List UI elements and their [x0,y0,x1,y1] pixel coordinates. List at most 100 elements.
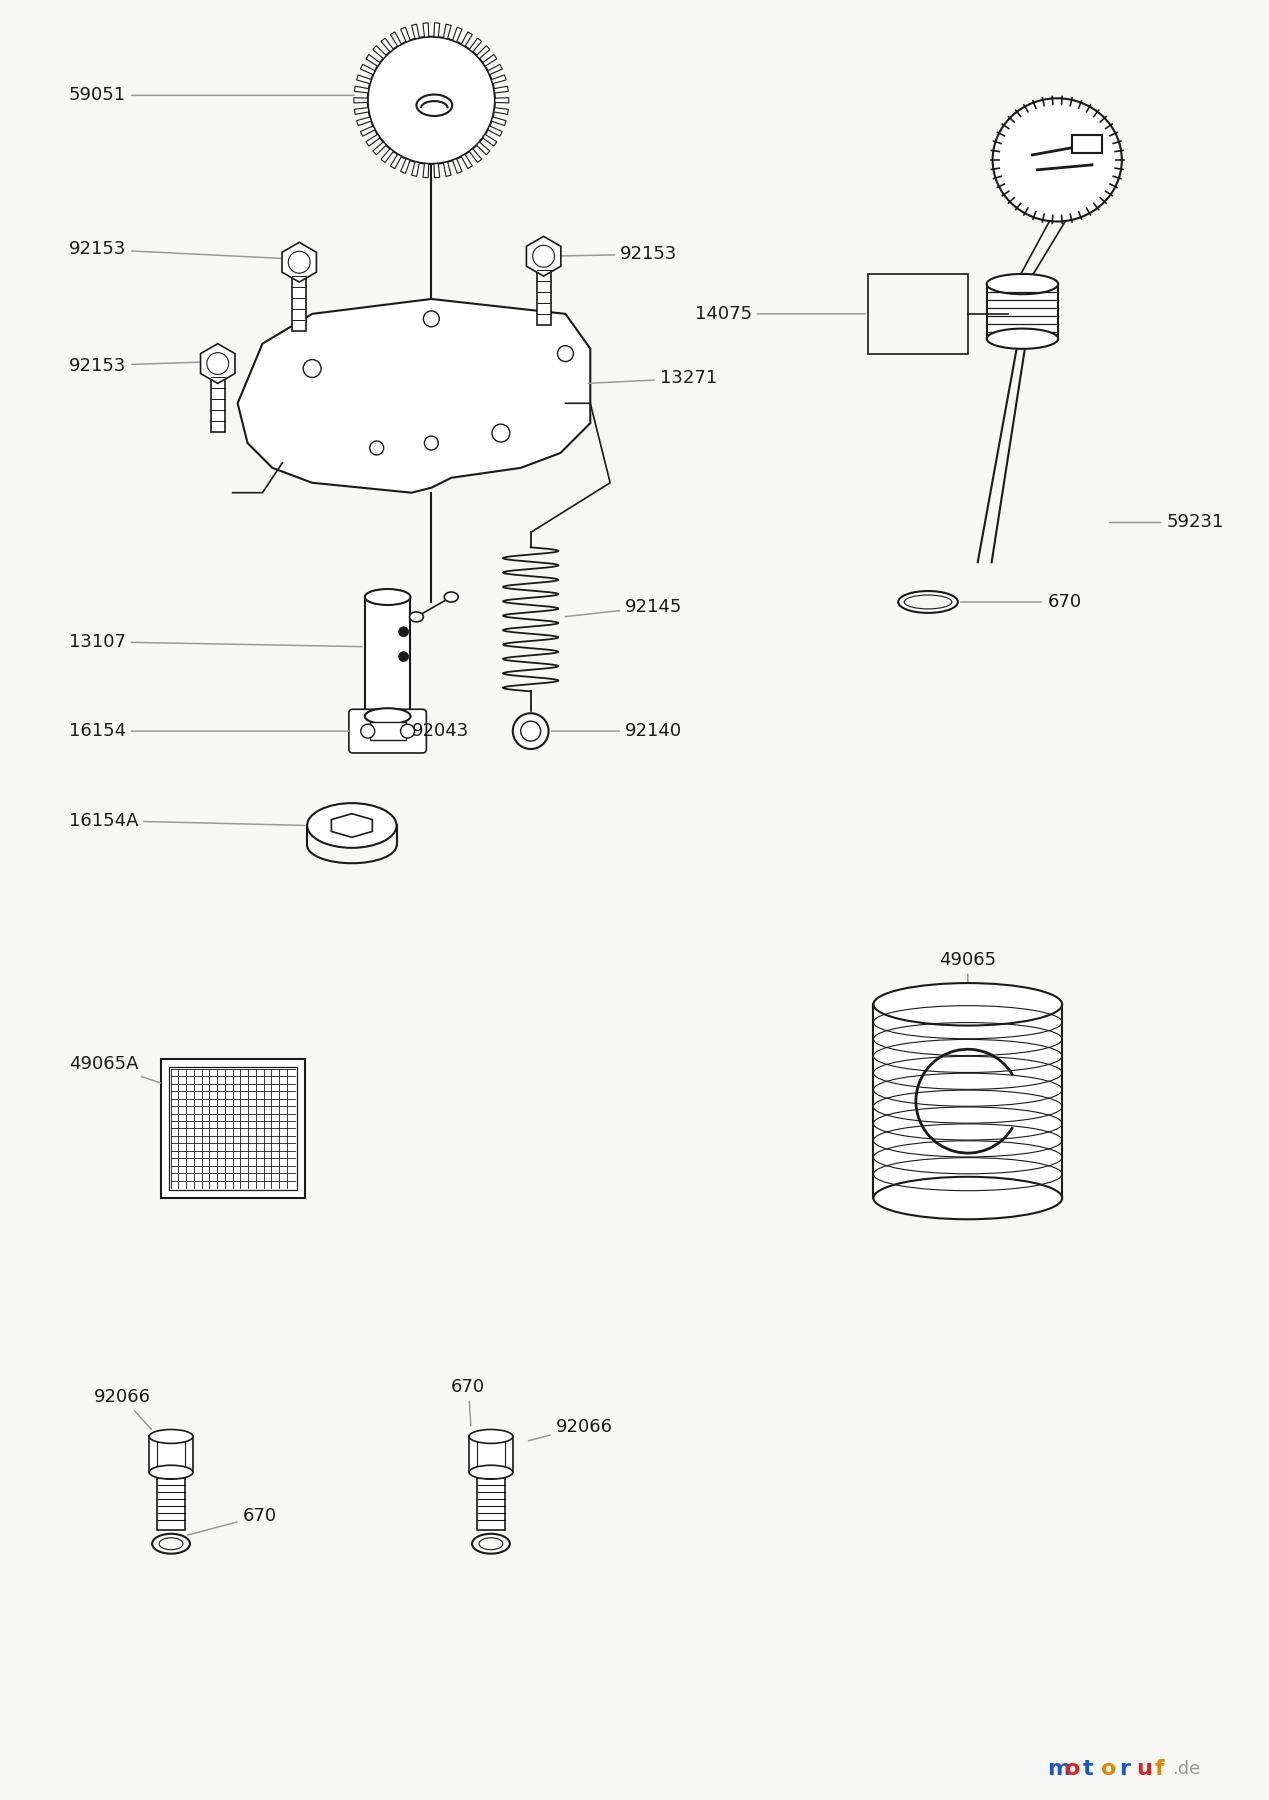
Text: 92153: 92153 [69,241,297,259]
Circle shape [207,353,228,374]
Ellipse shape [987,274,1058,293]
Circle shape [369,441,383,455]
Polygon shape [482,54,496,67]
Text: u: u [1137,1759,1152,1778]
Text: 670: 670 [452,1377,485,1426]
Text: 92066: 92066 [94,1388,151,1429]
Polygon shape [434,23,440,38]
Bar [169,1067,297,1190]
Polygon shape [365,135,379,146]
Polygon shape [487,65,503,74]
Polygon shape [476,142,490,155]
Text: 13107: 13107 [69,634,362,652]
Polygon shape [391,155,401,169]
Polygon shape [391,32,401,47]
Text: 14075: 14075 [694,304,865,322]
Text: 59051: 59051 [69,86,354,104]
Bar [873,1004,1062,1199]
Polygon shape [491,76,506,83]
Polygon shape [282,243,316,283]
Text: 92153: 92153 [547,245,678,263]
Circle shape [492,425,510,443]
Bar [987,284,1058,338]
Ellipse shape [873,983,1062,1026]
Text: f: f [1155,1759,1164,1778]
Text: 92145: 92145 [565,598,683,617]
Ellipse shape [987,329,1058,349]
Circle shape [398,652,409,662]
Polygon shape [401,27,410,41]
Ellipse shape [873,1177,1062,1219]
Text: r: r [1119,1759,1129,1778]
Ellipse shape [478,1537,503,1550]
Polygon shape [461,155,472,169]
Polygon shape [237,299,590,493]
Circle shape [557,346,574,362]
Text: o: o [1065,1759,1080,1778]
Ellipse shape [159,1537,183,1550]
Bar [868,274,968,353]
Text: 16154A: 16154A [69,812,305,830]
Ellipse shape [905,596,952,608]
Polygon shape [487,126,503,137]
Bar [477,1472,505,1530]
Text: 92066: 92066 [528,1418,613,1440]
Polygon shape [331,814,372,837]
Polygon shape [354,108,369,115]
Bar [161,1058,305,1199]
Circle shape [520,722,541,742]
Circle shape [303,360,321,378]
Text: 49065: 49065 [939,950,996,997]
Circle shape [513,713,548,749]
Polygon shape [373,45,386,59]
Polygon shape [453,27,462,41]
Polygon shape [461,32,472,47]
Text: 670: 670 [961,592,1081,610]
Polygon shape [354,86,369,94]
Text: t: t [1082,1759,1094,1778]
Polygon shape [423,164,429,178]
Ellipse shape [150,1465,193,1480]
Ellipse shape [150,1429,193,1444]
Circle shape [424,436,438,450]
Polygon shape [411,23,419,40]
Polygon shape [482,135,496,146]
Circle shape [360,724,374,738]
Circle shape [533,245,555,266]
Bar [1072,135,1101,153]
Polygon shape [476,45,490,59]
Bar [369,722,406,740]
Polygon shape [443,162,450,176]
Polygon shape [453,158,462,173]
Text: 59231: 59231 [1109,513,1223,531]
Polygon shape [365,54,379,67]
Polygon shape [494,86,509,94]
Text: m: m [1047,1759,1071,1778]
Polygon shape [423,23,429,38]
Ellipse shape [472,1534,510,1553]
Polygon shape [401,158,410,173]
Circle shape [424,311,439,328]
FancyBboxPatch shape [349,709,426,752]
Ellipse shape [416,95,452,115]
Polygon shape [357,76,372,83]
Ellipse shape [364,707,410,724]
Text: 92153: 92153 [69,356,214,374]
Ellipse shape [470,1429,513,1444]
Polygon shape [491,117,506,126]
Ellipse shape [992,99,1122,221]
Ellipse shape [152,1534,190,1553]
Ellipse shape [307,803,397,848]
Ellipse shape [898,590,958,612]
Text: 92043: 92043 [405,720,468,740]
Ellipse shape [444,592,458,601]
Ellipse shape [410,612,424,621]
Circle shape [288,252,310,274]
Polygon shape [494,108,509,115]
Circle shape [368,36,495,164]
Polygon shape [470,149,482,162]
Polygon shape [360,65,376,74]
Polygon shape [527,236,561,275]
Bar [537,270,551,324]
Polygon shape [201,344,235,383]
